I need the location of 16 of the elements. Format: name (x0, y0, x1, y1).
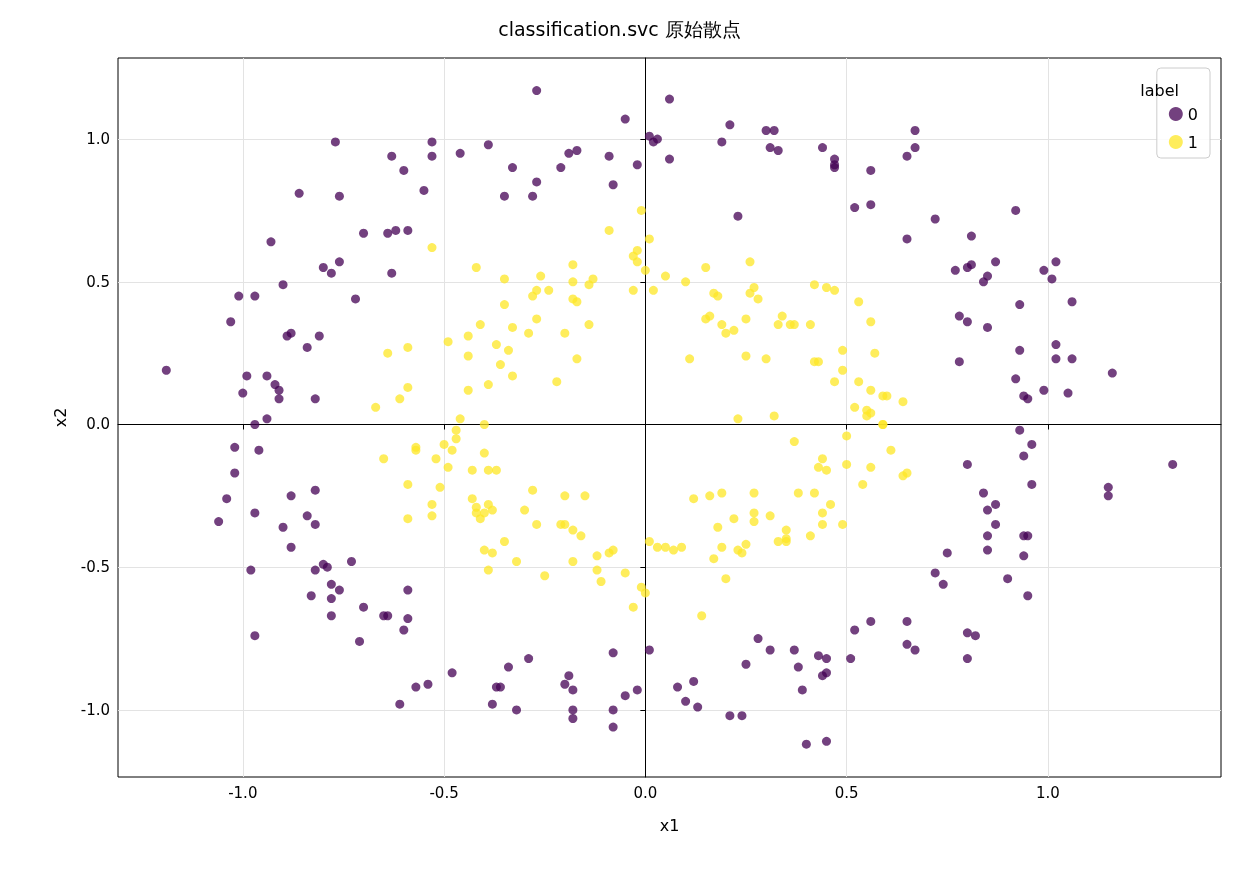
x-tick-label: -0.5 (429, 783, 459, 802)
legend-label: 0 (1187, 104, 1199, 124)
y-tick-label: -0.5 (80, 558, 110, 577)
y-tick-label: 0.5 (86, 272, 110, 291)
x-tick-label: -1.0 (228, 783, 258, 802)
x-tick-label: 1.0 (1035, 783, 1060, 802)
x-tick-label: 0.5 (834, 783, 859, 802)
y-tick-label: -1.0 (80, 700, 110, 719)
x-tick-label: 0.0 (633, 783, 658, 802)
chart-title: classification.svc 原始散点 (498, 17, 741, 40)
y-tick-label: 0.0 (86, 415, 110, 434)
y-tick-label: 1.0 (86, 130, 110, 149)
legend-title: label (1140, 80, 1180, 100)
x-axis-title: x1 (659, 815, 680, 835)
y-axis-title: x2 (50, 407, 70, 428)
legend-label: 1 (1187, 132, 1199, 152)
